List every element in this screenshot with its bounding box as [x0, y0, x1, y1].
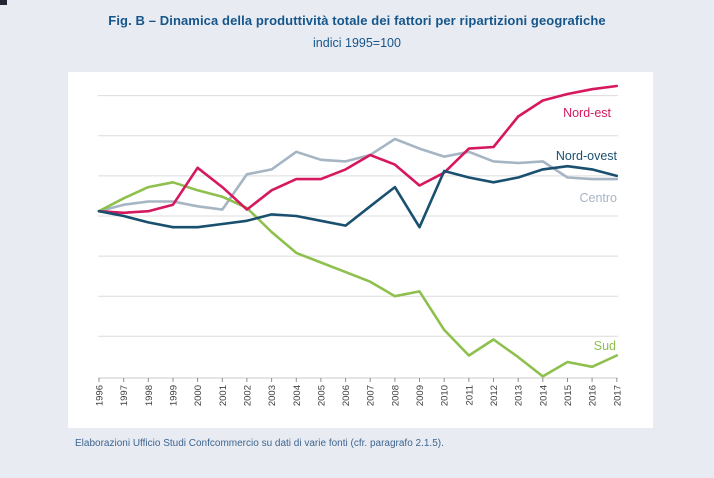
figure-subtitle: indici 1995=100: [313, 36, 401, 50]
x-tick-label: 2015: [563, 385, 574, 406]
x-tick-label: 2007: [366, 385, 377, 406]
x-tick-label: 2009: [415, 385, 426, 406]
page-corner-artifact: [0, 0, 7, 5]
series-label-nord-est: Nord-est: [563, 106, 611, 120]
x-tick-label: 2014: [538, 385, 549, 406]
figure-title: Fig. B – Dinamica della produttività tot…: [108, 13, 606, 28]
series-label-centro: Centro: [579, 191, 617, 205]
x-tick-label: 2006: [341, 385, 352, 406]
x-tick-label: 1996: [95, 385, 106, 406]
x-tick-label: 2008: [390, 385, 401, 406]
x-tick-label: 2001: [218, 385, 229, 406]
series-line-centro: [97, 137, 619, 213]
series-label-sud: Sud: [594, 339, 616, 353]
x-tick-label: 1998: [144, 385, 155, 406]
chart-card: 1996 1997 1998 1999 2000 2001 2002 2003 2004 2005…: [68, 72, 653, 428]
x-tick-label: 2011: [464, 385, 475, 405]
x-tick-label: 2000: [193, 385, 204, 406]
series-label-nord-ovest: Nord-ovest: [556, 149, 618, 163]
x-tick-label: 2005: [316, 385, 327, 406]
x-tick-label: 2010: [440, 385, 451, 406]
x-tick-label: 2016: [588, 385, 599, 406]
x-tick-label: 2017: [612, 385, 623, 406]
x-tick-label: 2012: [489, 385, 500, 406]
x-tick-label: 2004: [292, 385, 303, 406]
x-tick-label: 1999: [169, 385, 180, 406]
series-line-nord-est: [97, 84, 619, 215]
series-line-nord-ovest: [97, 164, 619, 229]
x-tick-label: 2013: [514, 385, 525, 406]
tfp-line-chart: 1996 1997 1998 1999 2000 2001 2002 2003 2004 2005…: [95, 84, 623, 406]
series-line-sud: [97, 181, 619, 378]
x-tick-label: 2003: [267, 385, 278, 406]
source-note: Elaborazioni Ufficio Studi Confcommercio…: [75, 438, 444, 449]
x-tick-label: 1997: [119, 385, 130, 406]
x-tick-label: 2002: [242, 385, 253, 406]
